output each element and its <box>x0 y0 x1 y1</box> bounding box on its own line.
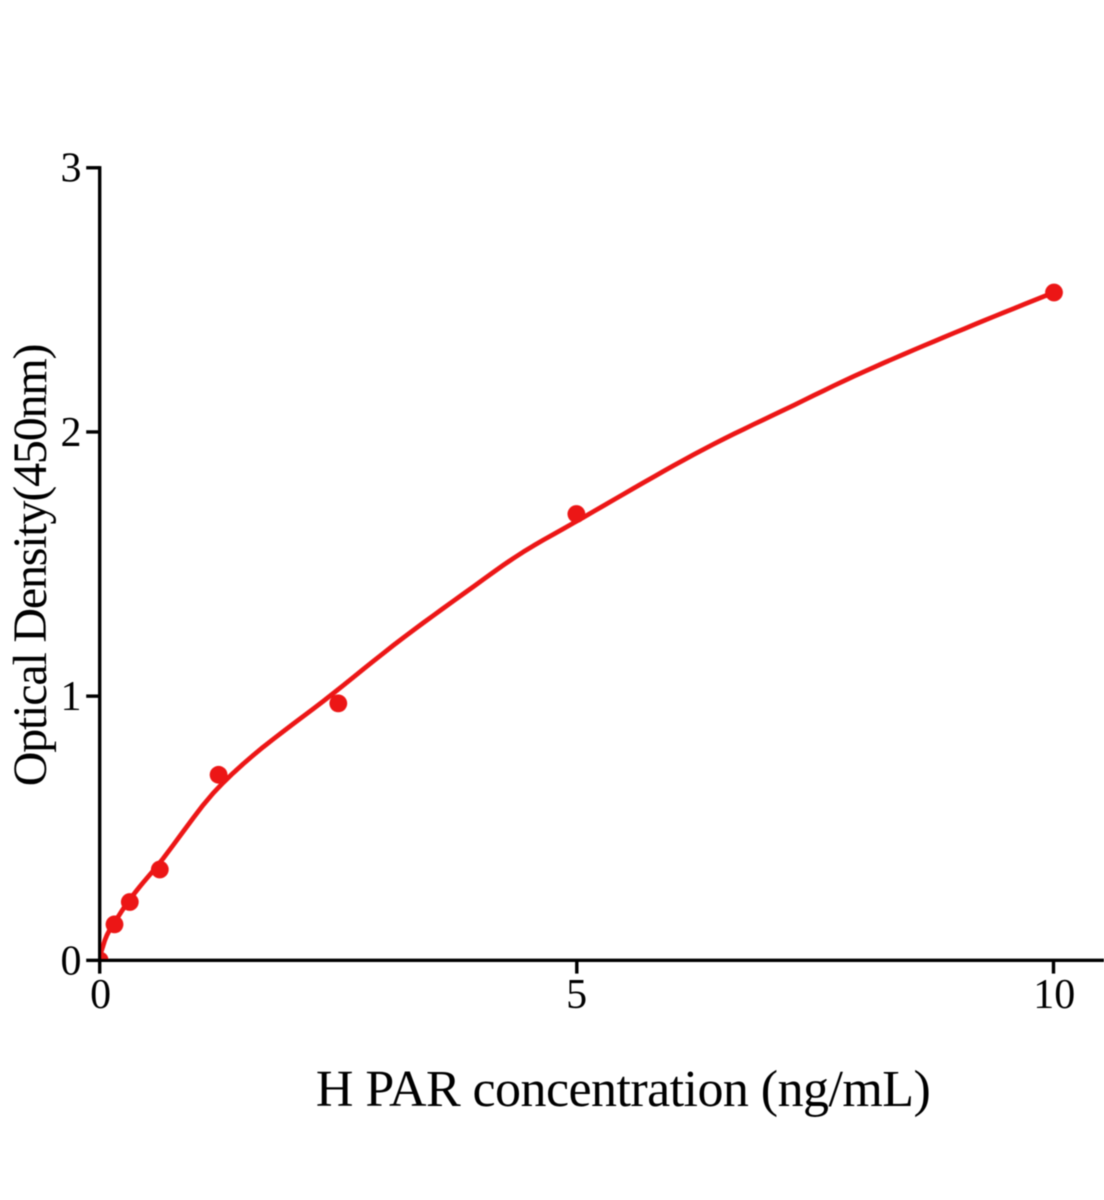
svg-text:3: 3 <box>61 146 82 192</box>
svg-text:1: 1 <box>61 674 82 720</box>
svg-text:0: 0 <box>61 938 82 984</box>
svg-text:2: 2 <box>61 410 82 456</box>
svg-text:0: 0 <box>90 972 111 1018</box>
svg-text:10: 10 <box>1033 972 1075 1018</box>
svg-text:5: 5 <box>566 972 587 1018</box>
svg-text:H PAR concentration (ng/mL): H PAR concentration (ng/mL) <box>316 1061 930 1118</box>
svg-text:Optical Density(450nm): Optical Density(450nm) <box>4 345 57 787</box>
